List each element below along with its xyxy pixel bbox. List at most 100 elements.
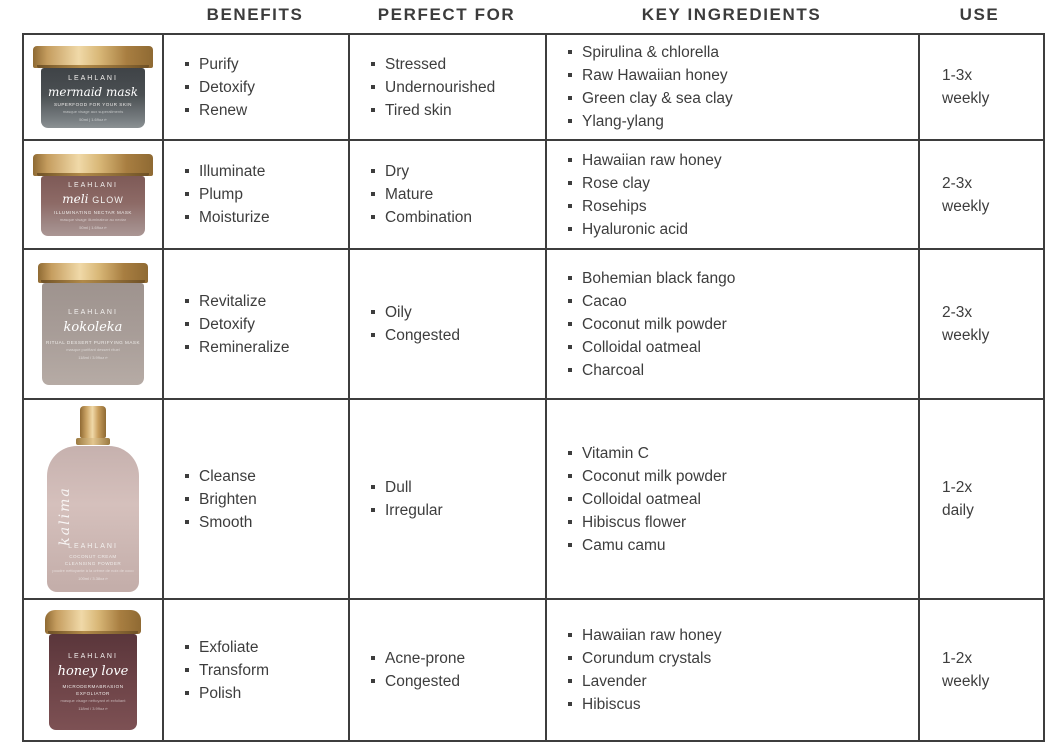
list-item: Revitalize bbox=[185, 290, 342, 313]
key-ingredients-list: Hawaiian raw honey Corundum crystals Laven… bbox=[568, 624, 912, 716]
jar-product-name: honey love bbox=[57, 664, 129, 679]
benefits-list: Illuminate Plump Moisturize bbox=[185, 160, 342, 229]
list-item: Congested bbox=[371, 670, 539, 693]
list-item: Rose clay bbox=[568, 172, 912, 195]
benefits-list: Exfoliate Transform Polish bbox=[185, 636, 342, 705]
list-item: Undernourished bbox=[371, 76, 539, 99]
jar-product-name: mermaid mask bbox=[47, 84, 139, 99]
list-item: Vitamin C bbox=[568, 442, 912, 465]
jar-product-name-suffix: GLOW bbox=[92, 194, 124, 205]
bottle-subtext: poudre nettoyante à la crème de noix de … bbox=[52, 568, 134, 573]
list-item: Polish bbox=[185, 682, 342, 705]
list-item: Colloidal oatmeal bbox=[568, 336, 912, 359]
list-item: Brighten bbox=[185, 488, 342, 511]
list-item: Detoxify bbox=[185, 76, 342, 99]
bottle-vertical-script-name: kalima bbox=[57, 486, 73, 546]
list-item: Hawaiian raw honey bbox=[568, 149, 912, 172]
perfect-for-cell: Oily Congested bbox=[350, 250, 547, 400]
list-item: Hibiscus bbox=[568, 693, 912, 716]
bottle-gold-neck bbox=[76, 438, 110, 445]
jar-subtext: masque visage illuminateur au nectar bbox=[59, 216, 127, 222]
product-photo-kokoleka: LEAHLANI kokoleka RITUAL DESSERT PURIFYI… bbox=[38, 263, 148, 385]
jar-size-label: 118ml / 3.99oz ℮ bbox=[78, 706, 108, 711]
benefits-cell: Revitalize Detoxify Remineralize bbox=[164, 250, 350, 400]
list-item: Spirulina & chlorella bbox=[568, 41, 912, 64]
list-item: Hawaiian raw honey bbox=[568, 624, 912, 647]
list-item: Mature bbox=[371, 183, 539, 206]
jar-gold-lid bbox=[33, 46, 153, 68]
list-item: Coconut milk powder bbox=[568, 313, 912, 336]
jar-brand-label: LEAHLANI bbox=[68, 308, 118, 316]
product-photo-honey-love: LEAHLANI honey love MICRODERMABRASION EX… bbox=[45, 610, 141, 730]
jar-subtext: masque visage nettoyant et exfoliant bbox=[60, 698, 126, 703]
benefits-list: Revitalize Detoxify Remineralize bbox=[185, 290, 342, 359]
product-photo-meli-glow: LEAHLANI meli GLOW ILLUMINATING NECTAR M… bbox=[33, 153, 153, 236]
jar-subtitle: ILLUMINATING NECTAR MASK bbox=[54, 209, 132, 215]
list-item: Ylang-ylang bbox=[568, 110, 912, 133]
jar-brand-label: LEAHLANI bbox=[68, 74, 118, 82]
list-item: Congested bbox=[371, 324, 539, 347]
bottle-gold-cap bbox=[80, 406, 106, 438]
product-photo-kalima: kalima LEAHLANI COCONUT CREAM CLEANSING … bbox=[47, 406, 139, 592]
column-header-product bbox=[22, 15, 162, 19]
benefits-cell: Purify Detoxify Renew bbox=[164, 35, 350, 141]
key-ingredients-list: Vitamin C Coconut milk powder Colloidal oa… bbox=[568, 442, 912, 557]
list-item: Stressed bbox=[371, 53, 539, 76]
list-item: Corundum crystals bbox=[568, 647, 912, 670]
key-ingredients-list: Spirulina & chlorella Raw Hawaiian honey G… bbox=[568, 41, 912, 133]
key-ingredients-cell: Bohemian black fango Cacao Coconut milk po… bbox=[547, 250, 920, 400]
jar-size-label: 50ml | 1.69oz ℮ bbox=[79, 116, 107, 122]
list-item: Illuminate bbox=[185, 160, 342, 183]
list-item: Lavender bbox=[568, 670, 912, 693]
jar-brand-label: LEAHLANI bbox=[68, 653, 118, 660]
list-item: Oily bbox=[371, 301, 539, 324]
perfect-for-list: Dry Mature Combination bbox=[371, 160, 539, 229]
jar-size-label: 50ml | 1.69oz ℮ bbox=[79, 224, 107, 230]
list-item: Dull bbox=[371, 476, 539, 499]
key-ingredients-cell: Spirulina & chlorella Raw Hawaiian honey G… bbox=[547, 35, 920, 141]
list-item: Purify bbox=[185, 53, 342, 76]
list-item: Raw Hawaiian honey bbox=[568, 64, 912, 87]
jar-subtitle: RITUAL DESSERT PURIFYING MASK bbox=[45, 339, 141, 345]
perfect-for-cell: Acne-prone Congested bbox=[350, 600, 547, 740]
list-item: Detoxify bbox=[185, 313, 342, 336]
jar-brand-label: LEAHLANI bbox=[68, 181, 118, 189]
jar-gold-lid bbox=[38, 263, 148, 283]
benefits-cell: Cleanse Brighten Smooth bbox=[164, 400, 350, 600]
list-item: Tired skin bbox=[371, 99, 539, 122]
use-cell: 2-3x weekly bbox=[920, 141, 1043, 250]
column-header-benefits: BENEFITS bbox=[206, 4, 304, 24]
jar-subtext: masque visage aux superaliments bbox=[62, 108, 124, 114]
list-item: Coconut milk powder bbox=[568, 465, 912, 488]
key-ingredients-list: Bohemian black fango Cacao Coconut milk po… bbox=[568, 267, 912, 382]
list-item: Combination bbox=[371, 206, 539, 229]
product-cell-kokoleka: LEAHLANI kokoleka RITUAL DESSERT PURIFYI… bbox=[24, 250, 164, 400]
list-item: Green clay & sea clay bbox=[568, 87, 912, 110]
perfect-for-cell: Stressed Undernourished Tired skin bbox=[350, 35, 547, 141]
product-cell-meli-glow: LEAHLANI meli GLOW ILLUMINATING NECTAR M… bbox=[24, 141, 164, 250]
list-item: Hibiscus flower bbox=[568, 511, 912, 534]
list-item: Remineralize bbox=[185, 336, 342, 359]
comparison-table: LEAHLANI mermaid mask SUPERFOOD FOR YOUR… bbox=[22, 33, 1045, 742]
jar-body: LEAHLANI meli GLOW ILLUMINATING NECTAR M… bbox=[41, 175, 145, 236]
bottle-size-label: 100ml / 3.38oz ℮ bbox=[78, 576, 108, 581]
jar-body: LEAHLANI kokoleka RITUAL DESSERT PURIFYI… bbox=[42, 283, 144, 385]
list-item: Colloidal oatmeal bbox=[568, 488, 912, 511]
perfect-for-list: Oily Congested bbox=[371, 301, 539, 347]
bottle-subtitle: COCONUT CREAM CLEANSING POWDER bbox=[64, 554, 122, 566]
list-item: Smooth bbox=[185, 511, 342, 534]
list-item: Charcoal bbox=[568, 359, 912, 382]
jar-gold-lid bbox=[45, 610, 141, 634]
list-item: Cacao bbox=[568, 290, 912, 313]
key-ingredients-list: Hawaiian raw honey Rose clay Rosehips Hyalu… bbox=[568, 149, 912, 241]
use-cell: 1-2x weekly bbox=[942, 650, 990, 690]
list-item: Transform bbox=[185, 659, 342, 682]
list-item: Bohemian black fango bbox=[568, 267, 912, 290]
jar-product-name-script: meli bbox=[62, 191, 89, 206]
product-cell-mermaid-mask: LEAHLANI mermaid mask SUPERFOOD FOR YOUR… bbox=[24, 35, 164, 141]
list-item: Camu camu bbox=[568, 534, 912, 557]
list-item: Exfoliate bbox=[185, 636, 342, 659]
bottle-brand-label: LEAHLANI bbox=[68, 543, 118, 550]
jar-subtitle: MICRODERMABRASION EXFOLIATOR bbox=[62, 684, 124, 696]
list-item: Acne-prone bbox=[371, 647, 539, 670]
